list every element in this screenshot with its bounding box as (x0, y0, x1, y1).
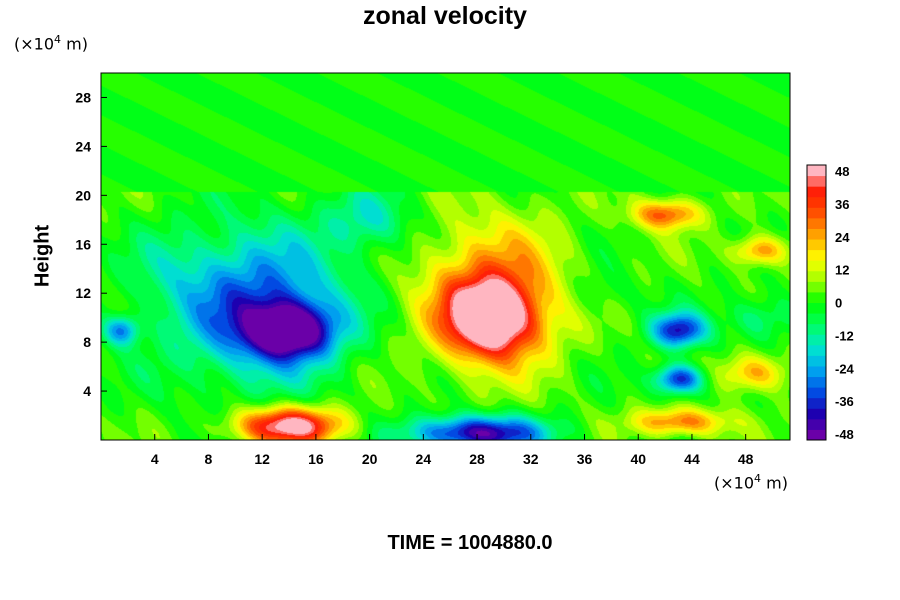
colorbar-segment (807, 387, 826, 399)
colorbar-tick-label: 48 (835, 164, 849, 179)
x-tick-label: 12 (254, 451, 270, 467)
colorbar-tick-label: -48 (835, 427, 854, 442)
time-annotation: TIME = 1004880.0 (387, 532, 553, 554)
colorbar-segment (807, 186, 826, 198)
x-tick-label: 8 (205, 451, 213, 467)
plot-frame (100, 72, 791, 441)
y-tick-label: 28 (75, 89, 91, 105)
x-tick-label: 44 (684, 451, 700, 467)
y-tick-label: 12 (75, 285, 91, 301)
colorbar-segment (807, 418, 826, 430)
colorbar-segment (807, 291, 826, 303)
colorbar-segment (807, 207, 826, 219)
colorbar-segment (807, 397, 826, 409)
chart-title: zonal velocity (363, 2, 527, 30)
colorbar-tick-label: 0 (835, 296, 842, 311)
y-tick-label: 20 (75, 187, 91, 203)
colorbar-segment (807, 228, 826, 240)
x-axis-ticks: 4 8 12 16 20 24 28 32 36 40 44 48 (151, 434, 754, 467)
colorbar-segment (807, 217, 826, 229)
colorbar-frame (806, 164, 827, 441)
colorbar-segment (807, 365, 826, 378)
x-tick-label: 36 (577, 451, 593, 467)
y-tick-label: 16 (75, 236, 91, 252)
y-tick-label: 8 (83, 334, 91, 350)
colorbar-segment (807, 249, 826, 261)
x-tick-label: 32 (523, 451, 539, 467)
colorbar-tick-label: 24 (835, 230, 850, 245)
x-tick-label: 20 (362, 451, 378, 467)
colorbar-tick-label: -12 (835, 328, 854, 343)
colorbar-tick-label: 12 (835, 263, 849, 278)
colorbar-segment (807, 334, 826, 346)
x-tick-label: 24 (416, 451, 432, 467)
x-tick-label: 48 (738, 451, 754, 467)
colorbar-segment (807, 344, 826, 356)
colorbar-segment (807, 355, 826, 367)
colorbar-segment (807, 270, 826, 282)
x-tick-label: 28 (469, 451, 485, 467)
colorbar-segment (807, 281, 826, 293)
y-axis-ticks: 4 8 12 16 20 24 28 (75, 89, 107, 399)
colorbar-segment (807, 165, 826, 177)
colorbar-tick-label: -36 (835, 394, 854, 409)
colorbar: 48 36 24 12 0 -12 -24 -36 -48 (806, 164, 855, 442)
y-axis-unit: (×104 m) (14, 33, 88, 54)
y-tick-label: 24 (75, 138, 91, 154)
colorbar-segment (807, 260, 826, 272)
x-tick-label: 16 (308, 451, 324, 467)
y-tick-label: 4 (83, 383, 91, 399)
colorbar-tick-label: 36 (835, 197, 849, 212)
colorbar-segment (807, 376, 826, 388)
colorbar-segment (807, 313, 826, 325)
x-tick-label: 40 (630, 451, 646, 467)
colorbar-segment (807, 196, 826, 208)
colorbar-segment (807, 323, 826, 335)
colorbar-tick-label: -24 (835, 361, 855, 376)
colorbar-segment (807, 429, 826, 441)
colorbar-segment (807, 302, 826, 314)
colorbar-segment (807, 175, 826, 187)
colorbar-segment (807, 239, 826, 251)
heatmap-image (101, 73, 790, 440)
x-tick-label: 4 (151, 451, 159, 467)
colorbar-segment (807, 408, 826, 420)
x-axis-unit: (×104 m) (714, 472, 788, 493)
